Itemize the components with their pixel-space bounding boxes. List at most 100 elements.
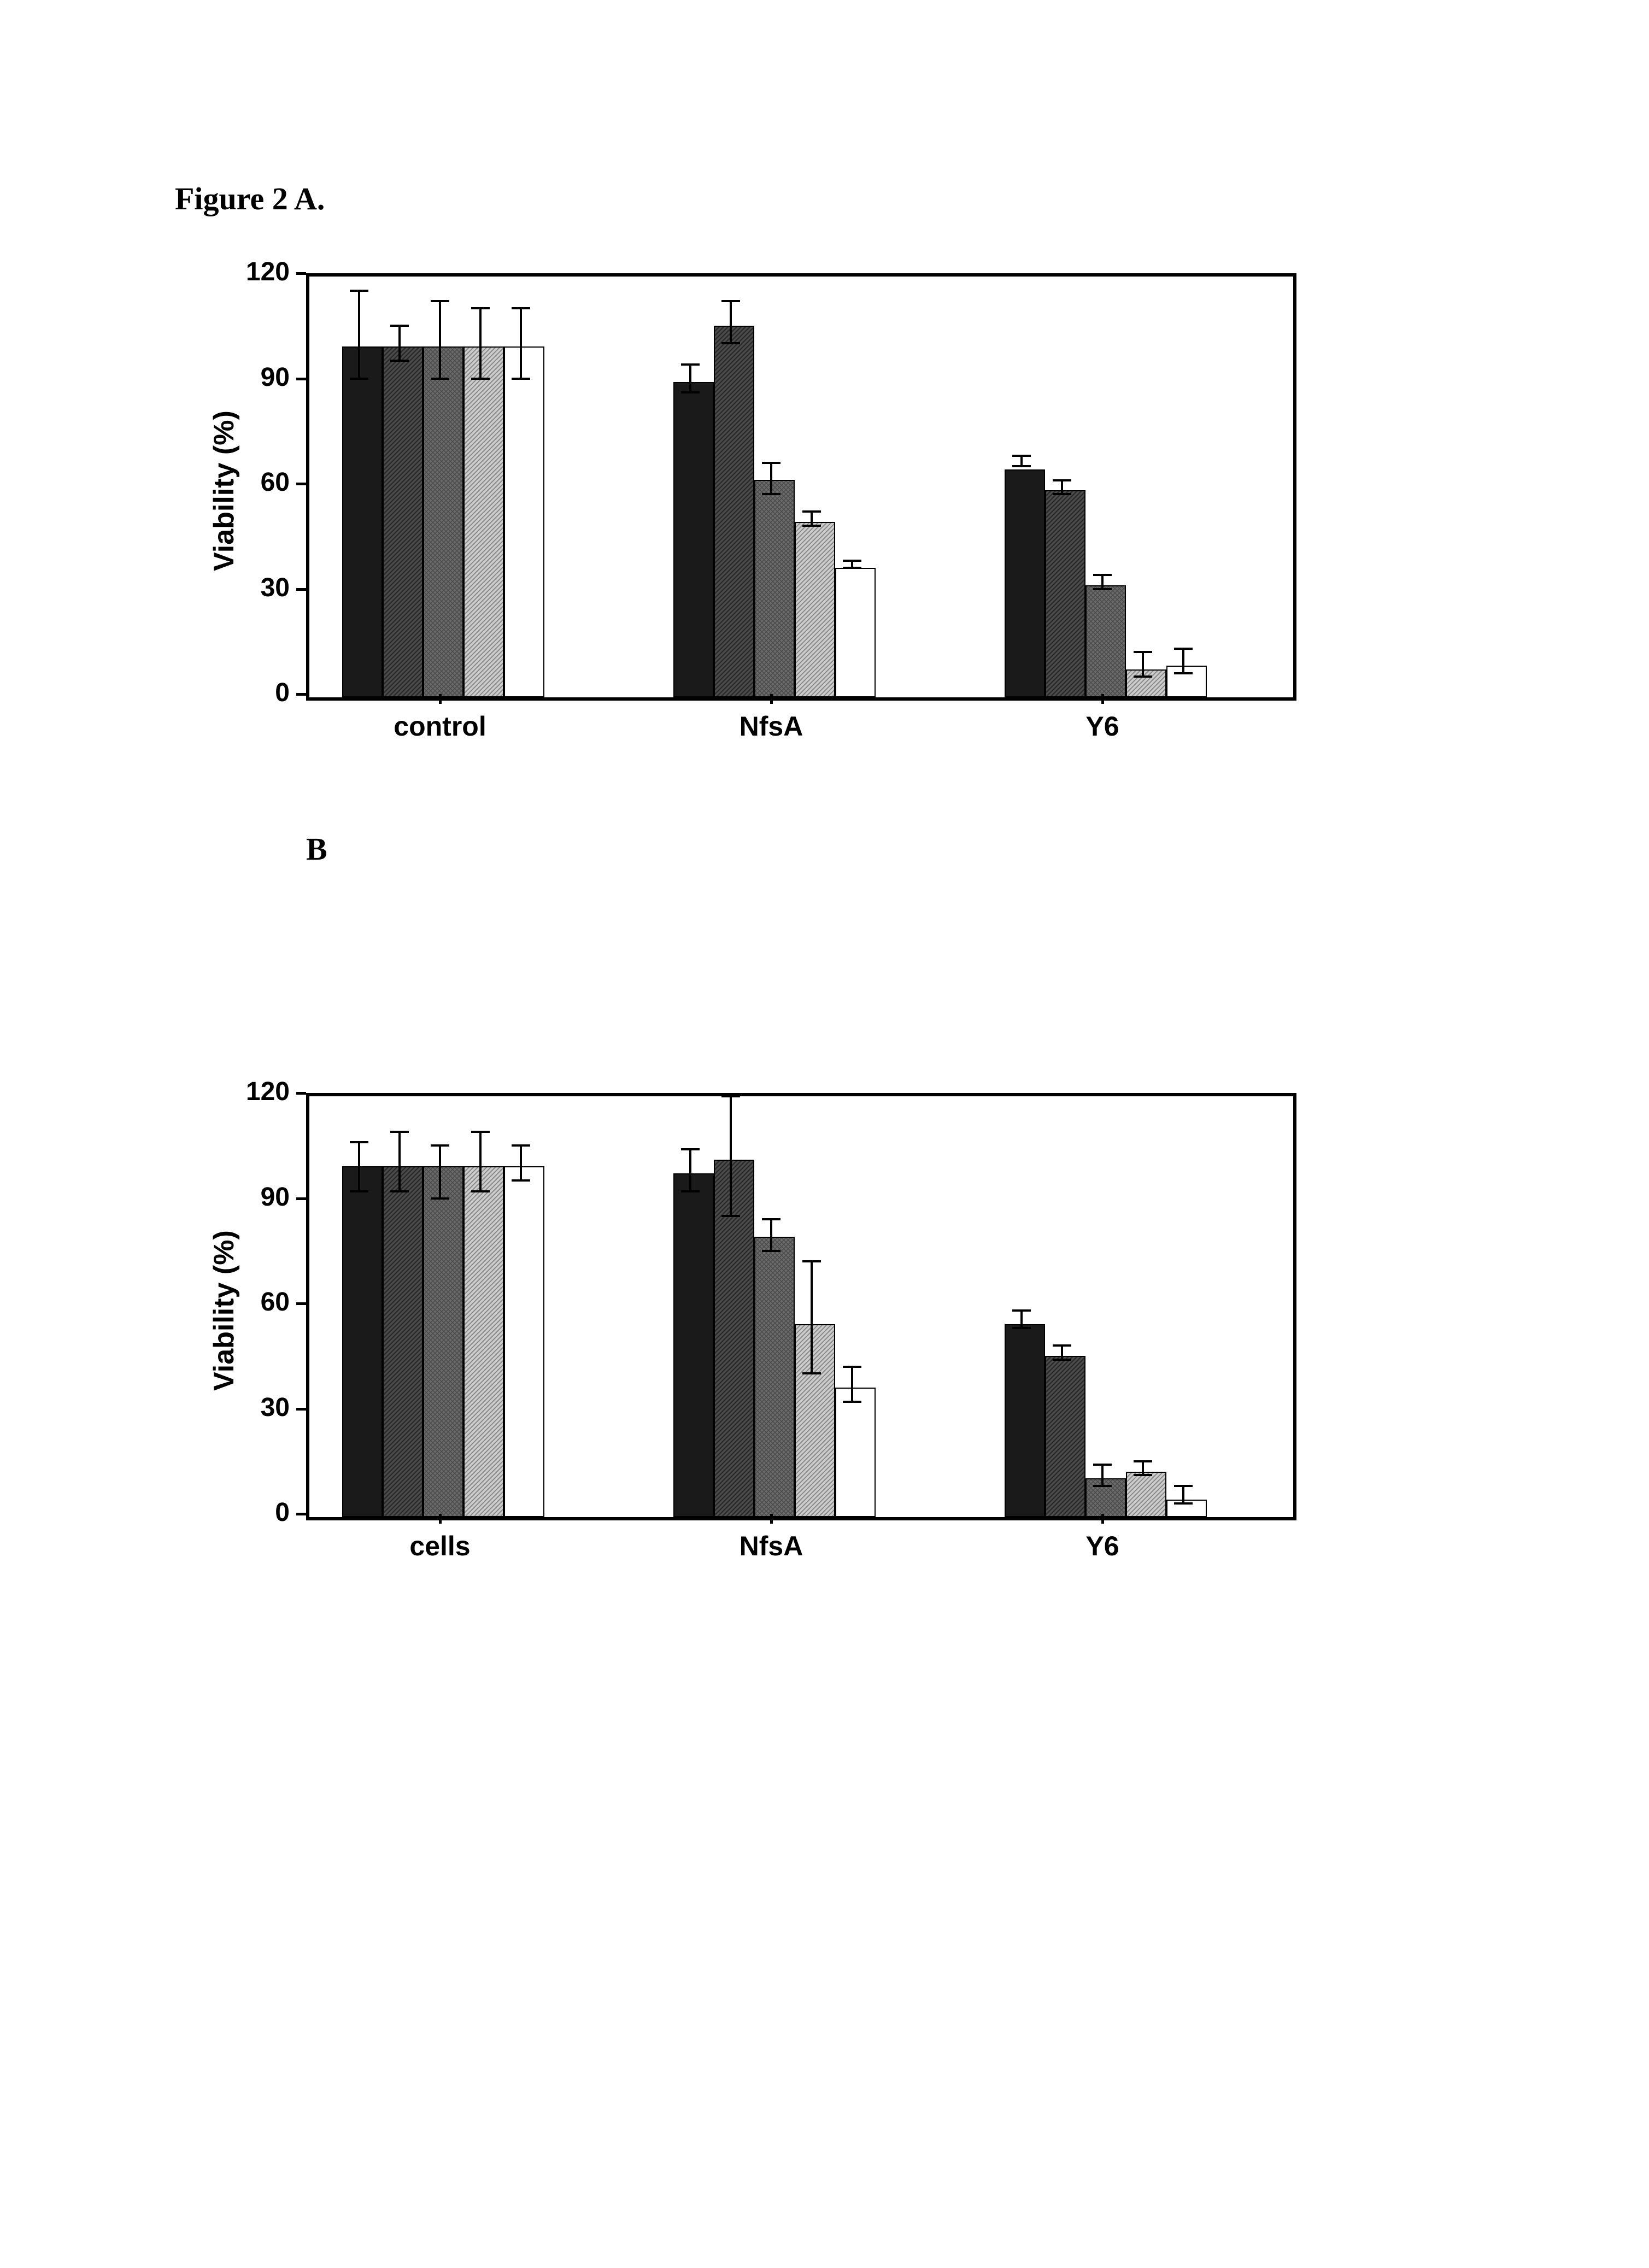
error-cap	[681, 1190, 700, 1192]
error-bar	[1061, 1345, 1063, 1360]
y-tick	[296, 1408, 306, 1411]
error-cap	[512, 1179, 530, 1182]
y-tick	[296, 588, 306, 591]
error-cap	[512, 378, 530, 380]
error-cap	[350, 1190, 368, 1192]
y-tick	[296, 272, 306, 275]
y-tick	[296, 1302, 306, 1305]
bar	[1045, 490, 1085, 697]
error-cap	[390, 1131, 409, 1133]
bar	[383, 346, 423, 697]
error-bar	[1142, 652, 1144, 677]
error-bar	[520, 308, 522, 378]
y-tick	[296, 1513, 306, 1515]
bar	[423, 1166, 463, 1517]
y-tick-label: 90	[235, 1182, 290, 1212]
y-tick-label: 0	[235, 1497, 290, 1527]
error-bar	[689, 1149, 691, 1191]
bar	[463, 346, 504, 697]
y-tick-label: 30	[235, 1392, 290, 1423]
error-cap	[681, 363, 700, 366]
x-tick	[1101, 1514, 1104, 1524]
error-cap	[512, 1144, 530, 1147]
error-bar	[770, 1219, 772, 1251]
error-cap	[1093, 574, 1112, 576]
error-cap	[1174, 648, 1193, 650]
error-cap	[1053, 1359, 1071, 1361]
error-cap	[1093, 1485, 1112, 1487]
error-cap	[1134, 1460, 1152, 1462]
error-cap	[721, 342, 740, 344]
bar	[1126, 669, 1166, 697]
x-tick	[1101, 694, 1104, 704]
bar	[754, 1237, 795, 1517]
error-cap	[681, 1148, 700, 1150]
bar	[714, 326, 754, 697]
error-bar	[398, 326, 401, 361]
bar	[714, 1160, 754, 1518]
error-bar	[1182, 649, 1184, 673]
error-bar	[1061, 480, 1063, 495]
error-cap	[1093, 1464, 1112, 1466]
error-cap	[471, 378, 490, 380]
error-cap	[802, 1260, 821, 1262]
error-cap	[390, 325, 409, 327]
y-tick	[296, 1197, 306, 1200]
error-bar	[358, 1142, 360, 1191]
bar	[463, 1166, 504, 1517]
error-bar	[1101, 575, 1104, 589]
error-cap	[1012, 1327, 1031, 1329]
error-bar	[1142, 1461, 1144, 1476]
y-tick	[296, 1092, 306, 1095]
bar	[673, 382, 714, 698]
error-bar	[520, 1145, 522, 1180]
error-cap	[431, 300, 449, 302]
error-cap	[721, 300, 740, 302]
bar	[835, 1388, 876, 1517]
error-bar	[770, 463, 772, 495]
error-cap	[1053, 493, 1071, 495]
error-cap	[1134, 675, 1152, 678]
error-cap	[843, 560, 861, 562]
y-tick-label: 90	[235, 362, 290, 392]
bar	[1085, 585, 1126, 697]
error-cap	[471, 1131, 490, 1133]
error-bar	[1020, 1311, 1023, 1328]
error-cap	[431, 378, 449, 380]
bar	[795, 1324, 835, 1517]
bar	[795, 522, 835, 697]
error-cap	[681, 391, 700, 393]
error-cap	[721, 1095, 740, 1097]
bar	[754, 480, 795, 697]
chart-b-plot	[306, 1093, 1296, 1520]
x-group-label: Y6	[1020, 1530, 1184, 1562]
figure-title: Figure 2 A.	[175, 180, 325, 217]
x-tick	[439, 1514, 442, 1524]
error-cap	[802, 1372, 821, 1374]
error-cap	[843, 1401, 861, 1403]
bar	[504, 1166, 544, 1517]
error-bar	[358, 291, 360, 378]
bar	[1005, 1324, 1045, 1517]
bar	[1005, 469, 1045, 697]
error-cap	[1053, 1344, 1071, 1347]
x-group-label: NfsA	[689, 1530, 853, 1562]
error-cap	[843, 567, 861, 569]
error-bar	[730, 1096, 732, 1215]
error-cap	[1174, 672, 1193, 674]
error-cap	[1012, 1309, 1031, 1312]
x-tick	[770, 1514, 773, 1524]
error-bar	[1101, 1465, 1104, 1486]
error-cap	[431, 1197, 449, 1200]
bar	[835, 568, 876, 697]
error-cap	[1053, 479, 1071, 481]
error-cap	[1134, 651, 1152, 653]
error-cap	[1174, 1502, 1193, 1505]
y-axis-label: Viability (%)	[208, 410, 240, 571]
error-bar	[811, 1261, 813, 1373]
x-tick	[770, 694, 773, 704]
error-cap	[1093, 588, 1112, 590]
panel-b-label: B	[306, 831, 327, 867]
error-bar	[730, 301, 732, 343]
error-bar	[811, 512, 813, 526]
